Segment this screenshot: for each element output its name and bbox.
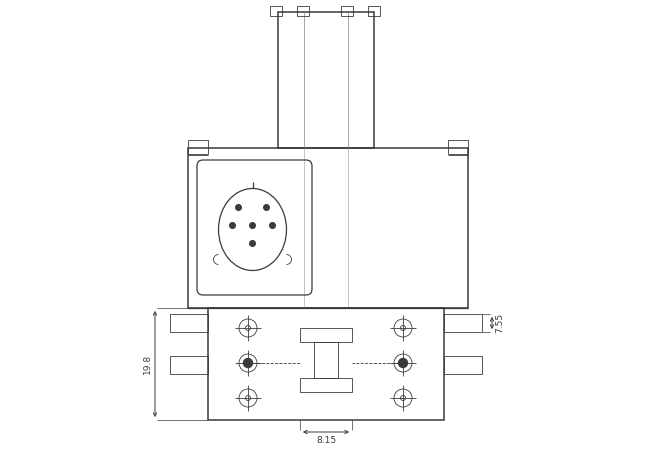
Circle shape — [236, 205, 241, 210]
Bar — [188, 148, 468, 308]
Bar — [341, 6, 353, 16]
Bar — [300, 378, 352, 392]
Circle shape — [263, 205, 269, 210]
Bar — [188, 140, 208, 154]
Text: 19.8: 19.8 — [143, 354, 152, 374]
Bar — [314, 342, 338, 378]
Circle shape — [250, 241, 256, 246]
Circle shape — [230, 223, 235, 228]
Bar — [170, 356, 208, 374]
Bar — [270, 6, 282, 16]
Bar — [444, 314, 482, 332]
Bar — [300, 328, 352, 342]
Text: 7.55: 7.55 — [495, 313, 504, 333]
Circle shape — [250, 223, 256, 228]
Text: 8.15: 8.15 — [316, 436, 336, 445]
Bar — [208, 308, 444, 420]
Bar — [448, 140, 468, 154]
Circle shape — [270, 223, 275, 228]
Circle shape — [243, 359, 252, 367]
Bar — [170, 314, 208, 332]
Bar — [297, 6, 309, 16]
Circle shape — [398, 359, 408, 367]
Bar — [278, 12, 374, 148]
Bar — [368, 6, 380, 16]
Bar — [444, 356, 482, 374]
